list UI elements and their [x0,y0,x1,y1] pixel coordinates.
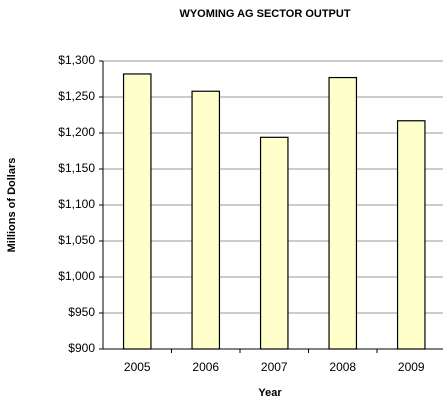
bar [396,120,426,350]
y-tick-label: $1,250 [58,89,95,103]
bar [191,90,221,350]
bar [259,136,289,350]
y-tick-label: $1,150 [58,161,95,175]
x-tick-label: 2008 [329,360,356,374]
x-tick-label: 2005 [124,360,151,374]
y-tick-label: $1,200 [58,125,95,139]
bar [328,76,358,350]
bar [122,73,152,350]
y-tick-label: $950 [68,305,95,319]
x-tick-label: 2007 [261,360,288,374]
y-tick-label: $1,300 [58,53,95,67]
chart-title: WYOMING AG SECTOR OUTPUT [179,8,350,20]
y-tick-label: $1,100 [58,197,95,211]
y-tick-label: $1,000 [58,269,95,283]
y-tick-label: $900 [68,341,95,355]
x-axis-label: Year [258,387,282,399]
y-axis-label: Millions of Dollars [6,158,18,253]
x-tick-label: 2009 [398,360,425,374]
x-tick-label: 2006 [192,360,219,374]
y-tick-label: $1,050 [58,233,95,247]
